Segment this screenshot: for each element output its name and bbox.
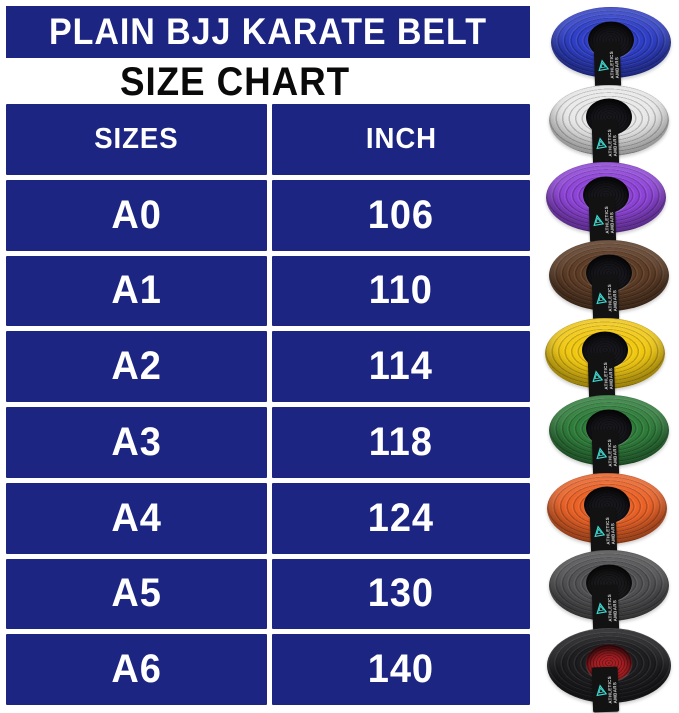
inch-cell: 114 <box>272 331 530 402</box>
brand-tag-text: ATHLETICS AMBARS <box>606 283 617 312</box>
triangle-logo-icon <box>595 136 607 149</box>
triangle-logo-icon <box>598 58 610 71</box>
size-cell: A4 <box>6 482 268 554</box>
size-cell: A5 <box>6 558 268 630</box>
brand-tag: ATHLETICS AMBARS <box>588 196 617 243</box>
belt-brown: ATHLETICS AMBARS <box>548 239 669 321</box>
brand-tag: ATHLETICS AMBARS <box>591 584 619 631</box>
brand-tag-text: ATHLETICS AMBARS <box>606 128 617 156</box>
brand-tag-text: ATHLETICS AMBARS <box>606 675 617 704</box>
column-header-inch: INCH <box>272 104 530 175</box>
brand-tag-text: ATHLETICS AMBARS <box>603 205 615 234</box>
belt-yellow: ATHLETICS AMBARS <box>545 317 665 398</box>
brand-tag-text: ATHLETICS AMBARS <box>602 360 614 389</box>
inch-cell: 124 <box>272 482 530 554</box>
inch-cell: 106 <box>272 179 530 251</box>
page-title: PLAIN BJJ KARATE BELT <box>49 11 487 52</box>
belt-white: ATHLETICS AMBARS <box>548 84 669 166</box>
size-cell: A6 <box>6 634 268 705</box>
inch-cell: 110 <box>272 255 530 327</box>
triangle-logo-icon <box>595 447 607 459</box>
triangle-logo-icon <box>595 291 607 304</box>
subtitle: SIZE CHART <box>0 60 470 104</box>
triangle-logo-icon <box>595 602 607 615</box>
size-cell: A3 <box>6 407 268 478</box>
inch-cell: 118 <box>272 407 530 478</box>
size-cell: A1 <box>6 255 268 327</box>
brand-tag: ATHLETICS AMBARS <box>591 119 619 166</box>
brand-tag-text: ATHLETICS AMBARS <box>606 593 617 622</box>
brand-tag: ATHLETICS AMBARS <box>593 41 622 88</box>
belt-orange: ATHLETICS AMBARS <box>547 472 667 554</box>
size-cell: A2 <box>6 331 268 402</box>
subtitle-text: SIZE CHART <box>120 59 350 104</box>
size-cell: A0 <box>6 179 268 251</box>
belt-gray: ATHLETICS AMBARS <box>548 550 669 631</box>
belt-purple: ATHLETICS AMBARS <box>546 162 666 243</box>
belt-green: ATHLETICS AMBARS <box>548 395 669 476</box>
size-chart-table: SIZES INCH A0 106 A1 110 A2 114 A3 118 A… <box>6 104 530 705</box>
triangle-logo-icon <box>592 369 604 382</box>
belt-photo-column: ATHLETICS AMBARS ATHLETICS AMBARS ATHLETIC… <box>538 0 679 713</box>
column-header-sizes: SIZES <box>6 104 268 175</box>
inch-cell: 130 <box>272 558 530 630</box>
brand-tag: ATHLETICS AMBARS <box>591 274 619 321</box>
brand-tag-text: ATHLETICS AMBARS <box>606 438 617 467</box>
belt-black-red-core: ATHLETICS AMBARS <box>546 628 671 713</box>
brand-tag: ATHLETICS AMBARS <box>587 352 616 398</box>
triangle-logo-icon <box>594 524 606 537</box>
title-banner: PLAIN BJJ KARATE BELT <box>6 6 530 58</box>
triangle-logo-icon <box>593 214 605 226</box>
inch-cell: 140 <box>272 634 530 705</box>
triangle-logo-icon <box>595 683 607 696</box>
brand-tag-text: ATHLETICS AMBARS <box>604 516 616 544</box>
belt-blue: ATHLETICS AMBARS <box>551 7 671 88</box>
brand-tag: ATHLETICS AMBARS <box>589 507 618 554</box>
brand-tag: ATHLETICS AMBARS <box>591 666 619 713</box>
brand-tag-text: ATHLETICS AMBARS <box>608 50 620 79</box>
brand-tag: ATHLETICS AMBARS <box>591 429 619 476</box>
